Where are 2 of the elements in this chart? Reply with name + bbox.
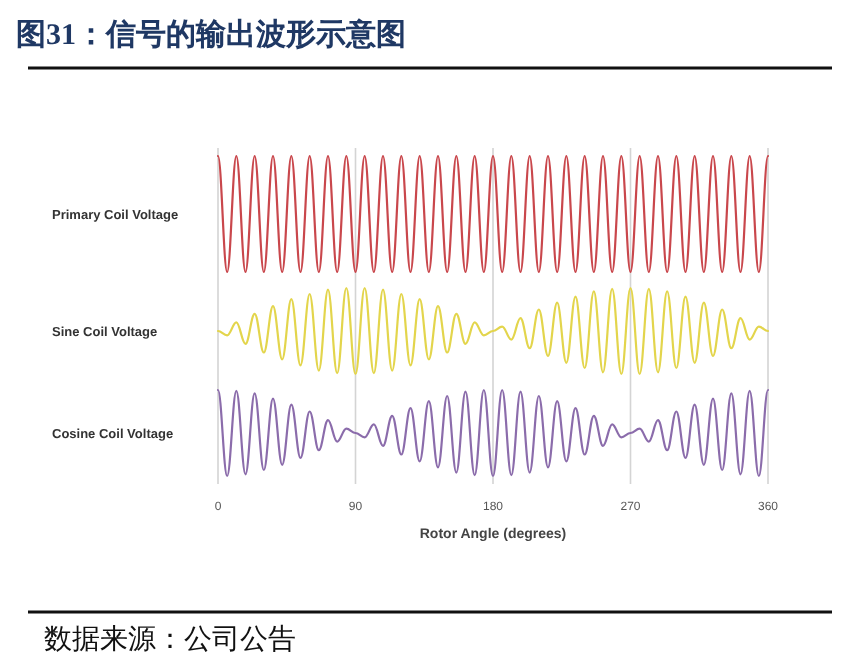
chart-title: 图31：信号的输出波形示意图 bbox=[16, 18, 406, 52]
source-note: 数据来源：公司公告 bbox=[44, 624, 296, 656]
